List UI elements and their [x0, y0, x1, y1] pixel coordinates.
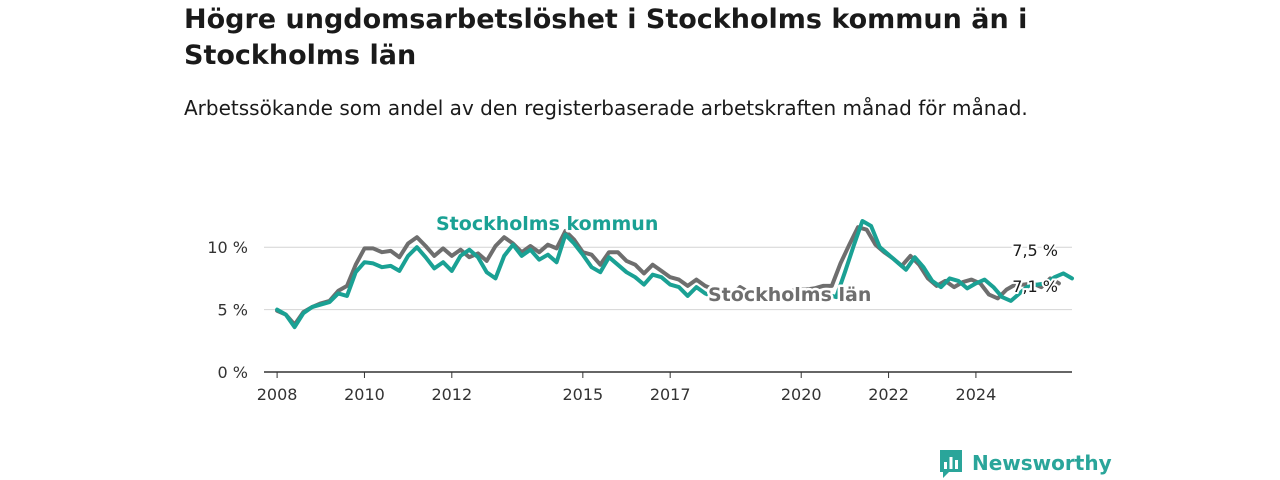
x-tick-label: 2022 [868, 385, 909, 404]
series-line [816, 219, 1074, 303]
series-line [786, 225, 1061, 301]
y-tick-label: 5 % [218, 301, 248, 320]
x-tick-label: 2012 [431, 385, 472, 404]
newsworthy-chart-bubble-icon [940, 450, 962, 478]
line-chart: 0 %5 %10 % 2008 2010 2012 2015 2017 2020 2022 2… [207, 211, 1074, 404]
gridlines [264, 246, 1072, 373]
x-tick-label: 2008 [257, 385, 298, 404]
end-value-label: 7,1 % [1012, 277, 1058, 296]
series-line [275, 232, 725, 330]
series-name-label: Stockholms kommun [436, 213, 658, 235]
x-tick-label: 2020 [781, 385, 822, 404]
end-value-label: 7,5 % [1012, 241, 1058, 260]
brand-name: Newsworthy [972, 451, 1112, 475]
x-tick-label: 2015 [562, 385, 603, 404]
chart-title: Högre ungdomsarbetslöshet i Stockholms k… [184, 4, 1028, 71]
y-tick-label: 0 % [218, 363, 248, 382]
series-lines [275, 219, 1074, 330]
x-axis-ticks: 2008 2010 2012 2015 2017 2020 2022 2024 [257, 372, 997, 404]
x-tick-label: 2024 [956, 385, 997, 404]
series-name-label: Stockholms län [708, 284, 871, 306]
y-tick-label: 10 % [207, 238, 248, 257]
chart-subtitle: Arbetssökande som andel av den registerb… [184, 96, 1028, 120]
x-tick-label: 2010 [344, 385, 385, 404]
x-tick-label: 2017 [650, 385, 691, 404]
series-labels: Stockholms kommun Stockholms län 7,5 % 7,1 … [434, 211, 1061, 309]
brand-logo: Newsworthy [938, 446, 1112, 480]
y-axis-ticks: 0 % 5 % 10 % [207, 238, 248, 382]
